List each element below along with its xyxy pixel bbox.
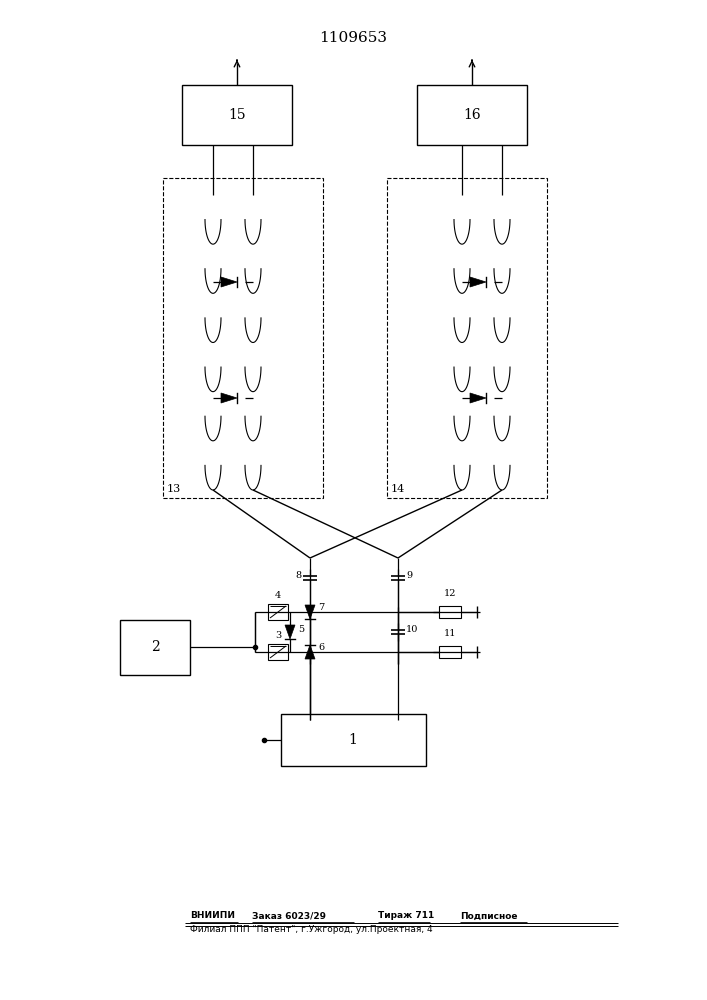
Text: 16: 16 [463, 108, 481, 122]
Polygon shape [221, 277, 237, 287]
Polygon shape [470, 393, 486, 403]
Bar [439, 606, 461, 618]
Text: Тираж 711: Тираж 711 [378, 912, 434, 920]
Text: 1: 1 [349, 733, 358, 747]
Bar [439, 646, 461, 658]
Text: 10: 10 [406, 626, 419, 635]
Bar [281, 714, 426, 766]
Polygon shape [285, 625, 295, 639]
Text: ВНИИПИ: ВНИИПИ [190, 912, 235, 920]
Text: 15: 15 [228, 108, 246, 122]
Bar [417, 85, 527, 145]
Bar [182, 85, 292, 145]
Text: 14: 14 [391, 484, 405, 494]
Text: 1109653: 1109653 [319, 31, 387, 45]
Text: 6: 6 [318, 643, 324, 652]
Polygon shape [305, 605, 315, 619]
Text: 13: 13 [167, 484, 181, 494]
Text: Заказ 6023/29: Заказ 6023/29 [252, 912, 326, 920]
Polygon shape [470, 277, 486, 287]
Polygon shape [305, 645, 315, 659]
Text: 11: 11 [444, 629, 456, 638]
Text: 9: 9 [406, 572, 412, 580]
Text: 7: 7 [318, 602, 325, 611]
Bar [268, 604, 288, 620]
Polygon shape [221, 393, 237, 403]
Text: 3: 3 [275, 631, 281, 640]
Text: 5: 5 [298, 626, 304, 635]
Text: 2: 2 [151, 640, 159, 654]
Text: 8: 8 [296, 572, 302, 580]
Bar [387, 178, 547, 498]
Bar [163, 178, 323, 498]
Text: Подписное: Подписное [460, 912, 518, 920]
Bar [120, 619, 190, 674]
Text: Филиал ППП "Патент", г.Ужгород, ул.Проектная, 4: Филиал ППП "Патент", г.Ужгород, ул.Проек… [190, 926, 433, 934]
Text: 12: 12 [444, 589, 456, 598]
Text: 4: 4 [275, 591, 281, 600]
Bar [268, 644, 288, 660]
